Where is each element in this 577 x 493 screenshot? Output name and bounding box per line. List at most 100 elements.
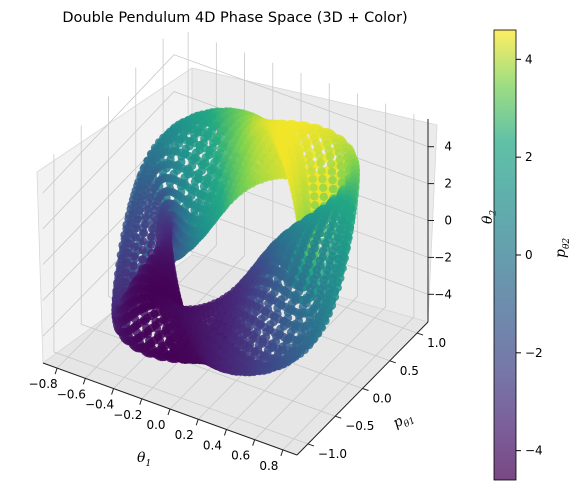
trajectory-point	[310, 192, 319, 201]
x-tick-mark-7	[252, 439, 256, 446]
trajectory-point	[335, 155, 345, 164]
colorbar-tick-label-4: 4	[525, 52, 533, 66]
trajectory-point	[208, 143, 217, 153]
trajectory	[111, 107, 360, 377]
trajectory-point	[147, 240, 156, 249]
trajectory-point	[328, 184, 338, 194]
z-tick-label-0: −4	[434, 287, 452, 301]
x-tick-label-7: 0.6	[231, 449, 250, 463]
trajectory-point	[121, 277, 130, 287]
trajectory-point	[123, 248, 132, 258]
trajectory-point	[212, 156, 222, 165]
trajectory-point	[121, 268, 130, 277]
trajectory-point	[125, 228, 134, 238]
trajectory-point	[336, 162, 346, 171]
trajectory-point	[303, 145, 312, 154]
colorbar-ticks: −4 −2 0 2 4	[516, 52, 543, 458]
trajectory-point	[130, 242, 139, 252]
trajectory-point	[129, 261, 138, 271]
x-tick-mark-4	[167, 408, 171, 416]
y-axis-label: pθ1	[390, 408, 417, 434]
trajectory-point	[141, 212, 151, 221]
trajectory-point	[337, 178, 347, 187]
x-tick-mark-3	[139, 398, 143, 405]
trajectory-point	[147, 232, 156, 241]
colorbar-tick-label-2: 0	[525, 248, 533, 262]
colorbar-label: pθ2	[553, 238, 572, 258]
trajectory-point	[324, 146, 333, 155]
x-tick-label-5: 0.2	[175, 428, 194, 442]
x-tick-label-3: −0.2	[113, 408, 142, 422]
y-tick-mark-0	[307, 443, 315, 447]
z-tick-label-3: 2	[444, 177, 452, 191]
trajectory-point	[132, 224, 141, 233]
trajectory-point	[137, 198, 146, 208]
trajectory-point	[309, 183, 318, 192]
grid-line-y-0	[53, 154, 309, 445]
trajectory-point	[327, 167, 337, 176]
trajectory-point	[138, 255, 147, 264]
trajectory-point	[219, 142, 229, 151]
trajectory-point	[334, 148, 344, 158]
colorbar-gradient	[494, 30, 516, 480]
trajectory-point	[149, 211, 158, 221]
trajectory-point	[307, 166, 316, 176]
trajectory-point	[316, 158, 325, 168]
y-tick-label-0: −1.0	[318, 447, 347, 461]
trajectory-point	[138, 191, 148, 201]
trajectory-point	[212, 137, 221, 146]
trajectory-point	[319, 183, 328, 192]
trajectory-point	[144, 199, 153, 208]
x-tick-mark-0	[54, 367, 58, 375]
plot-area: −0.8−0.6−0.4−0.2 0.0 0.2 0.4 0.6 0.8 −1.0 −0.5…	[29, 32, 499, 473]
trajectory-point	[204, 325, 213, 334]
trajectory-point	[122, 258, 131, 267]
x-tick-mark-6	[223, 429, 227, 436]
y-tick-label-3: 0.5	[400, 364, 419, 378]
z-tick-label-2: 0	[444, 214, 452, 228]
trajectory-point	[216, 131, 225, 140]
trajectory-point	[328, 176, 337, 185]
colorbar-tick-label-0: −4	[525, 444, 543, 458]
trajectory-point	[325, 152, 335, 161]
trajectory-point	[128, 209, 138, 219]
x-tick-label-1: −0.6	[57, 387, 86, 401]
trajectory-point	[124, 238, 133, 248]
x-axis-ticks: −0.8−0.6−0.4−0.2 0.0 0.2 0.4 0.6 0.8	[29, 367, 284, 473]
x-tick-mark-5	[195, 419, 199, 426]
grid-line-z-4	[42, 54, 429, 194]
trajectory-point	[337, 170, 346, 179]
trajectory-point	[140, 220, 149, 229]
x-axis-label: θ1	[137, 450, 151, 469]
trajectory-point	[139, 237, 148, 246]
x-tick-label-0: −0.8	[29, 377, 58, 391]
x-tick-label-6: 0.4	[203, 438, 222, 452]
trajectory-point	[141, 185, 150, 194]
trajectory-point	[139, 228, 149, 237]
y-tick-label-2: 0.0	[373, 392, 392, 406]
y-tick-mark-4	[416, 332, 424, 336]
trajectory-point	[129, 252, 139, 261]
trajectory-point	[210, 302, 219, 311]
grid-line-x-8	[282, 113, 415, 451]
x-tick-mark-1	[82, 378, 86, 385]
grid-line-y-1	[80, 125, 336, 417]
trajectory-point	[148, 225, 157, 234]
trajectory-point	[308, 175, 317, 184]
colorbar: −4 −2 0 2 4 pθ2	[493, 29, 572, 481]
y-tick-mark-3	[389, 360, 396, 364]
trajectory-point	[310, 201, 320, 210]
chart-title: Double Pendulum 4D Phase Space (3D + Col…	[62, 10, 407, 26]
x-tick-mark-2	[111, 388, 115, 395]
trajectory-point	[131, 233, 140, 242]
x-tick-label-2: −0.4	[85, 398, 114, 412]
trajectory-point	[326, 159, 336, 169]
colorbar-tick-label-1: −2	[525, 346, 543, 360]
trajectory-point	[315, 151, 324, 160]
grid-line-x-7	[254, 103, 387, 440]
x-tick-label-8: 0.8	[259, 459, 278, 473]
trajectory-point	[318, 174, 327, 184]
trajectory-point	[206, 307, 215, 317]
trajectory-point	[223, 136, 232, 145]
